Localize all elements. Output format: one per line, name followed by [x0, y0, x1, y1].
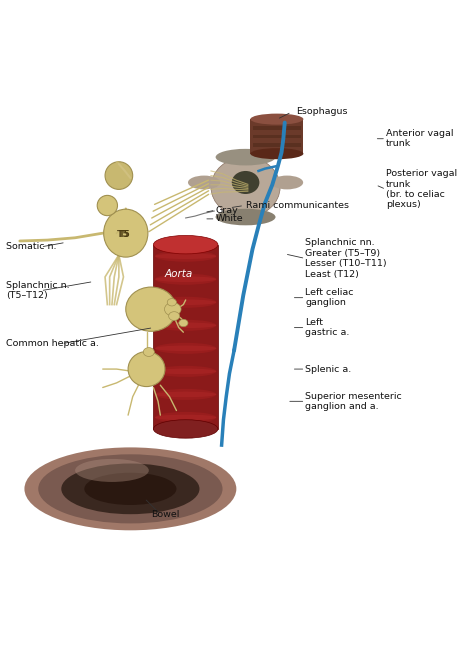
Ellipse shape [188, 176, 220, 189]
Ellipse shape [128, 351, 165, 386]
Bar [154, 245, 218, 429]
Ellipse shape [155, 251, 216, 262]
Text: Left celiac
ganglion: Left celiac ganglion [305, 288, 354, 307]
Ellipse shape [164, 302, 181, 316]
Ellipse shape [84, 473, 176, 505]
Ellipse shape [216, 209, 275, 225]
Ellipse shape [104, 209, 148, 257]
Ellipse shape [167, 298, 176, 306]
Ellipse shape [38, 454, 222, 523]
Ellipse shape [155, 369, 216, 374]
Text: Common hepatic a.: Common hepatic a. [6, 339, 99, 348]
Ellipse shape [143, 348, 155, 357]
Ellipse shape [232, 171, 259, 194]
Ellipse shape [250, 114, 303, 125]
Ellipse shape [155, 320, 216, 331]
Text: Gray: Gray [216, 205, 238, 214]
Text: Splenic a.: Splenic a. [305, 364, 352, 373]
Ellipse shape [25, 448, 237, 530]
Text: Splanchnic n.
(T5–T12): Splanchnic n. (T5–T12) [6, 281, 70, 300]
Bar [253, 126, 301, 130]
Ellipse shape [169, 311, 180, 320]
Ellipse shape [271, 176, 303, 189]
Ellipse shape [155, 415, 216, 420]
Ellipse shape [97, 195, 118, 216]
Bar [253, 152, 301, 156]
Ellipse shape [155, 343, 216, 354]
Text: Aorta: Aorta [165, 269, 193, 279]
Ellipse shape [155, 346, 216, 351]
Text: Left
gastric a.: Left gastric a. [305, 318, 350, 337]
Ellipse shape [155, 276, 216, 282]
Text: Splanchnic nn.
Greater (T5–T9)
Lesser (T10–T11)
Least (T12): Splanchnic nn. Greater (T5–T9) Lesser (T… [305, 238, 387, 278]
Text: Bowel: Bowel [151, 510, 180, 519]
Ellipse shape [155, 253, 216, 259]
Text: Anterior vagal
trunk: Anterior vagal trunk [386, 129, 454, 149]
Ellipse shape [105, 162, 133, 189]
Ellipse shape [155, 274, 216, 285]
Ellipse shape [154, 420, 218, 438]
Ellipse shape [179, 319, 188, 327]
Bar [253, 143, 301, 147]
Text: Rami communicantes: Rami communicantes [246, 201, 348, 210]
Text: Superior mesenteric
ganglion and a.: Superior mesenteric ganglion and a. [305, 391, 402, 411]
Ellipse shape [61, 464, 200, 514]
Bar [253, 118, 301, 121]
Text: White: White [216, 214, 243, 224]
Text: Esophagus: Esophagus [296, 107, 348, 116]
Ellipse shape [155, 322, 216, 328]
Ellipse shape [75, 459, 149, 482]
Ellipse shape [155, 391, 216, 397]
Bar [250, 119, 303, 154]
Ellipse shape [155, 300, 216, 305]
Ellipse shape [155, 366, 216, 377]
Ellipse shape [155, 389, 216, 400]
Ellipse shape [216, 149, 275, 165]
Ellipse shape [211, 157, 280, 217]
Text: Somatic n.: Somatic n. [6, 242, 56, 251]
Ellipse shape [126, 287, 176, 331]
Ellipse shape [250, 148, 303, 159]
Text: T5: T5 [117, 229, 130, 238]
Text: T5: T5 [119, 229, 131, 238]
Bar [253, 134, 301, 138]
Text: Posterior vagal
trunk
(br. to celiac
plexus): Posterior vagal trunk (br. to celiac ple… [386, 169, 457, 209]
Ellipse shape [155, 297, 216, 307]
Ellipse shape [155, 412, 216, 423]
Ellipse shape [154, 235, 218, 254]
